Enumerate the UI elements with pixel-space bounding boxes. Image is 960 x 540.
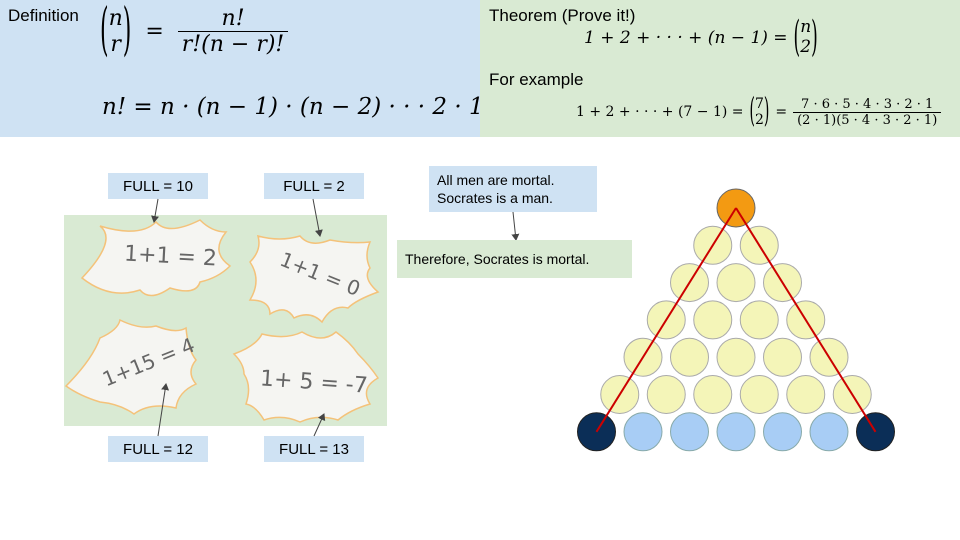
left-paren: (	[100, 0, 109, 64]
ball-r6-c5	[809, 412, 849, 452]
binomial-n-2: ( n 2 )	[793, 12, 818, 63]
definition-panel	[0, 0, 480, 137]
arrow-top-right	[312, 198, 323, 237]
conclusion-text: Therefore, Socrates is mortal.	[405, 251, 590, 267]
arrow-bottom-left	[157, 383, 170, 437]
binom-top: 7	[754, 96, 764, 112]
ball-r6-c4	[763, 412, 802, 452]
ball-r3-c1	[693, 300, 733, 340]
binomial-7-2: ( 7 2 )	[749, 92, 770, 132]
example-label: For example	[489, 70, 584, 89]
binom-top: n	[108, 6, 123, 32]
arrow-top-left	[151, 198, 159, 223]
card-bottom-right	[232, 331, 380, 423]
example-fraction: 7 · 6 · 5 · 4 · 3 · 2 · 1 (2 · 1)(5 · 4 …	[793, 96, 942, 128]
premises-box: All men are mortal. Socrates is a man.	[429, 166, 597, 212]
fraction-denominator: (2 · 1)(5 · 4 · 3 · 2 · 1)	[793, 111, 942, 128]
ball-r6-c2	[670, 412, 709, 452]
path-line-right	[735, 207, 877, 433]
binom-bottom: 2	[754, 112, 764, 129]
ball-r6-c3	[716, 412, 756, 452]
ball-r2-c1	[716, 263, 756, 303]
arrow-bottom-right	[313, 413, 326, 437]
equals-sign: =	[775, 104, 788, 121]
example-formula: 1 + 2 + · · · + (7 − 1) = ( 7 2 ) = 7 · …	[576, 92, 942, 132]
score-tag-bottom-right: FULL = 13	[264, 436, 364, 462]
arrow-syllogism	[511, 211, 520, 241]
binom-bottom: 2	[800, 36, 812, 57]
ball-r5-c3	[739, 375, 779, 414]
theorem-lhs: 1 + 2 + · · · + (n − 1) =	[584, 27, 788, 48]
fraction-numerator: n!	[221, 6, 245, 31]
binom-top: n	[800, 17, 812, 37]
card-text-top-left: 1+1 = 2	[123, 241, 218, 272]
fraction-denominator: r!(n − r)!	[177, 31, 289, 57]
premise-2: Socrates is a man.	[437, 190, 553, 206]
definition-fraction: n! r!(n − r)!	[177, 6, 289, 57]
theorem-label: Theorem (Prove it!)	[489, 6, 636, 25]
score-tag-top-left: FULL = 10	[108, 173, 208, 199]
binom-bottom: r	[110, 31, 121, 57]
ball-r5-c1	[646, 375, 686, 414]
ball-r3-c2	[739, 300, 779, 340]
right-paren: )	[122, 0, 132, 64]
ball-r5-c4	[786, 375, 826, 414]
binomial-definition: ( n r ) = n! r!(n − r)!	[100, 0, 289, 64]
ball-r4-c2	[716, 337, 756, 377]
ball-r6-c1	[623, 412, 663, 452]
definition-label: Definition	[8, 6, 79, 25]
card-top-left	[80, 219, 232, 297]
ball-r4-c1	[670, 337, 709, 377]
score-tag-top-right: FULL = 2	[264, 173, 364, 199]
ball-triangle	[577, 188, 895, 452]
card-top-right	[248, 234, 380, 324]
example-lhs: 1 + 2 + · · · + (7 − 1) =	[576, 104, 744, 121]
fraction-numerator: 7 · 6 · 5 · 4 · 3 · 2 · 1	[801, 96, 934, 112]
path-line-left	[595, 207, 737, 433]
binomial-n-r: ( n r )	[100, 0, 131, 64]
score-tag-bottom-left: FULL = 12	[108, 436, 208, 462]
equals-sign: =	[145, 19, 164, 44]
ball-r4-c3	[763, 337, 802, 377]
theorem-panel	[480, 0, 960, 137]
factorial-formula: n! = n · (n − 1) · (n − 2) · · · 2 · 1	[102, 94, 484, 120]
ball-r5-c2	[693, 375, 733, 414]
premise-1: All men are mortal.	[437, 172, 555, 188]
conclusion-box: Therefore, Socrates is mortal.	[397, 240, 632, 278]
theorem-formula: 1 + 2 + · · · + (n − 1) = ( n 2 )	[584, 12, 818, 63]
